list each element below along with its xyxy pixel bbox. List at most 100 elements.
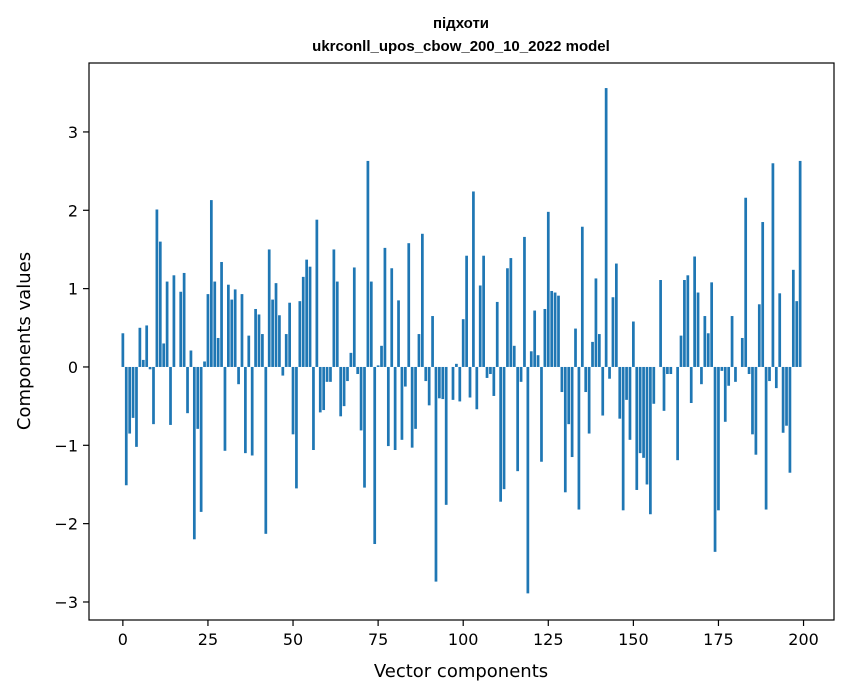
bar-170 [700,366,703,385]
bar-102 [468,366,472,398]
bar-107 [485,366,489,378]
bar-166 [686,275,690,367]
bar-34 [237,366,240,385]
bar-188 [761,222,765,367]
bar-87 [417,334,421,367]
bar-118 [523,236,526,367]
bar-113 [506,268,509,367]
bar-160 [666,366,669,375]
bar-154 [645,366,649,485]
bar-168 [693,256,696,367]
bar-48 [284,334,288,367]
bar-73 [369,281,373,367]
bar-44 [271,299,274,367]
bar-93 [438,366,441,399]
bar-115 [512,345,516,367]
bar-4 [135,366,138,447]
chart-subtitle: ukrconll_upos_cbow_200_10_2022 model [312,38,610,55]
bar-123 [540,366,543,462]
bar-196 [788,366,792,473]
bar-70 [359,366,363,431]
bar-78 [386,366,390,447]
x-tick-label: 200 [788,630,819,649]
bar-42 [264,366,268,534]
bar-180 [734,366,737,382]
bar-25 [206,294,210,367]
bar-91 [431,316,434,367]
bar-41 [261,334,264,367]
bar-136 [584,366,588,393]
bar-121 [533,310,537,367]
bar-17 [179,291,183,367]
bar-163 [676,366,679,461]
bar-189 [764,366,768,510]
x-axis-label: Vector components [374,661,548,682]
bar-186 [754,366,758,455]
bar-32 [230,299,234,367]
bar-195 [785,366,788,426]
x-tick-label: 0 [118,630,128,649]
bar-130 [563,366,567,493]
bar-80 [393,366,397,451]
bar-89 [424,366,428,382]
bar-65 [342,366,346,407]
bar-46 [278,315,281,367]
y-tick-label: 3 [68,123,78,142]
x-axis-ticks: 0 25 50 75 100 125 150 175 200 [118,620,819,649]
bar-133 [574,328,577,367]
bar-158 [659,280,662,367]
bar-175 [717,366,720,511]
bar-129 [560,366,564,393]
bar-98 [455,363,458,367]
bar-47 [281,366,285,376]
bar-85 [410,366,414,448]
bar-77 [383,247,387,367]
bar-131 [567,366,571,425]
bar-35 [240,294,244,367]
bar-86 [414,366,417,429]
bar-75 [376,365,380,367]
x-tick-label: 175 [703,630,734,649]
y-tick-label: −3 [54,593,78,612]
bar-99 [458,366,462,402]
bar-13 [165,281,169,367]
x-tick-label: 150 [618,630,649,649]
bar-2 [128,366,132,434]
bar-187 [757,304,761,367]
bar-29 [220,261,223,367]
bar-148 [625,366,628,400]
bar-58 [318,366,322,413]
bar-167 [689,366,693,403]
bar-62 [332,249,336,367]
bar-142 [604,88,608,367]
bar-103 [472,191,475,367]
bar-61 [329,366,332,382]
bar-33 [233,289,237,367]
bar-52 [298,301,302,367]
bar-27 [213,281,217,367]
bar-54 [305,259,309,367]
bar-183 [744,197,748,367]
bar-132 [570,366,574,458]
bar-76 [380,345,383,367]
bar-10 [155,209,159,367]
y-axis-label: Components values [14,252,35,430]
bar-105 [478,285,482,367]
x-tick-label: 75 [368,630,388,649]
bar-116 [516,366,520,472]
bar-153 [642,366,645,458]
bar-94 [441,366,445,400]
bar-57 [315,219,319,367]
bar-135 [580,226,584,367]
bar-83 [403,366,407,387]
bar-64 [339,366,343,417]
bar-184 [747,366,751,375]
bar-74 [373,366,377,545]
bar-159 [662,366,666,411]
bar-134 [577,366,581,510]
bar-156 [652,366,656,404]
bar-79 [390,268,394,367]
y-tick-label: 2 [68,201,78,220]
bar-192 [774,366,778,389]
